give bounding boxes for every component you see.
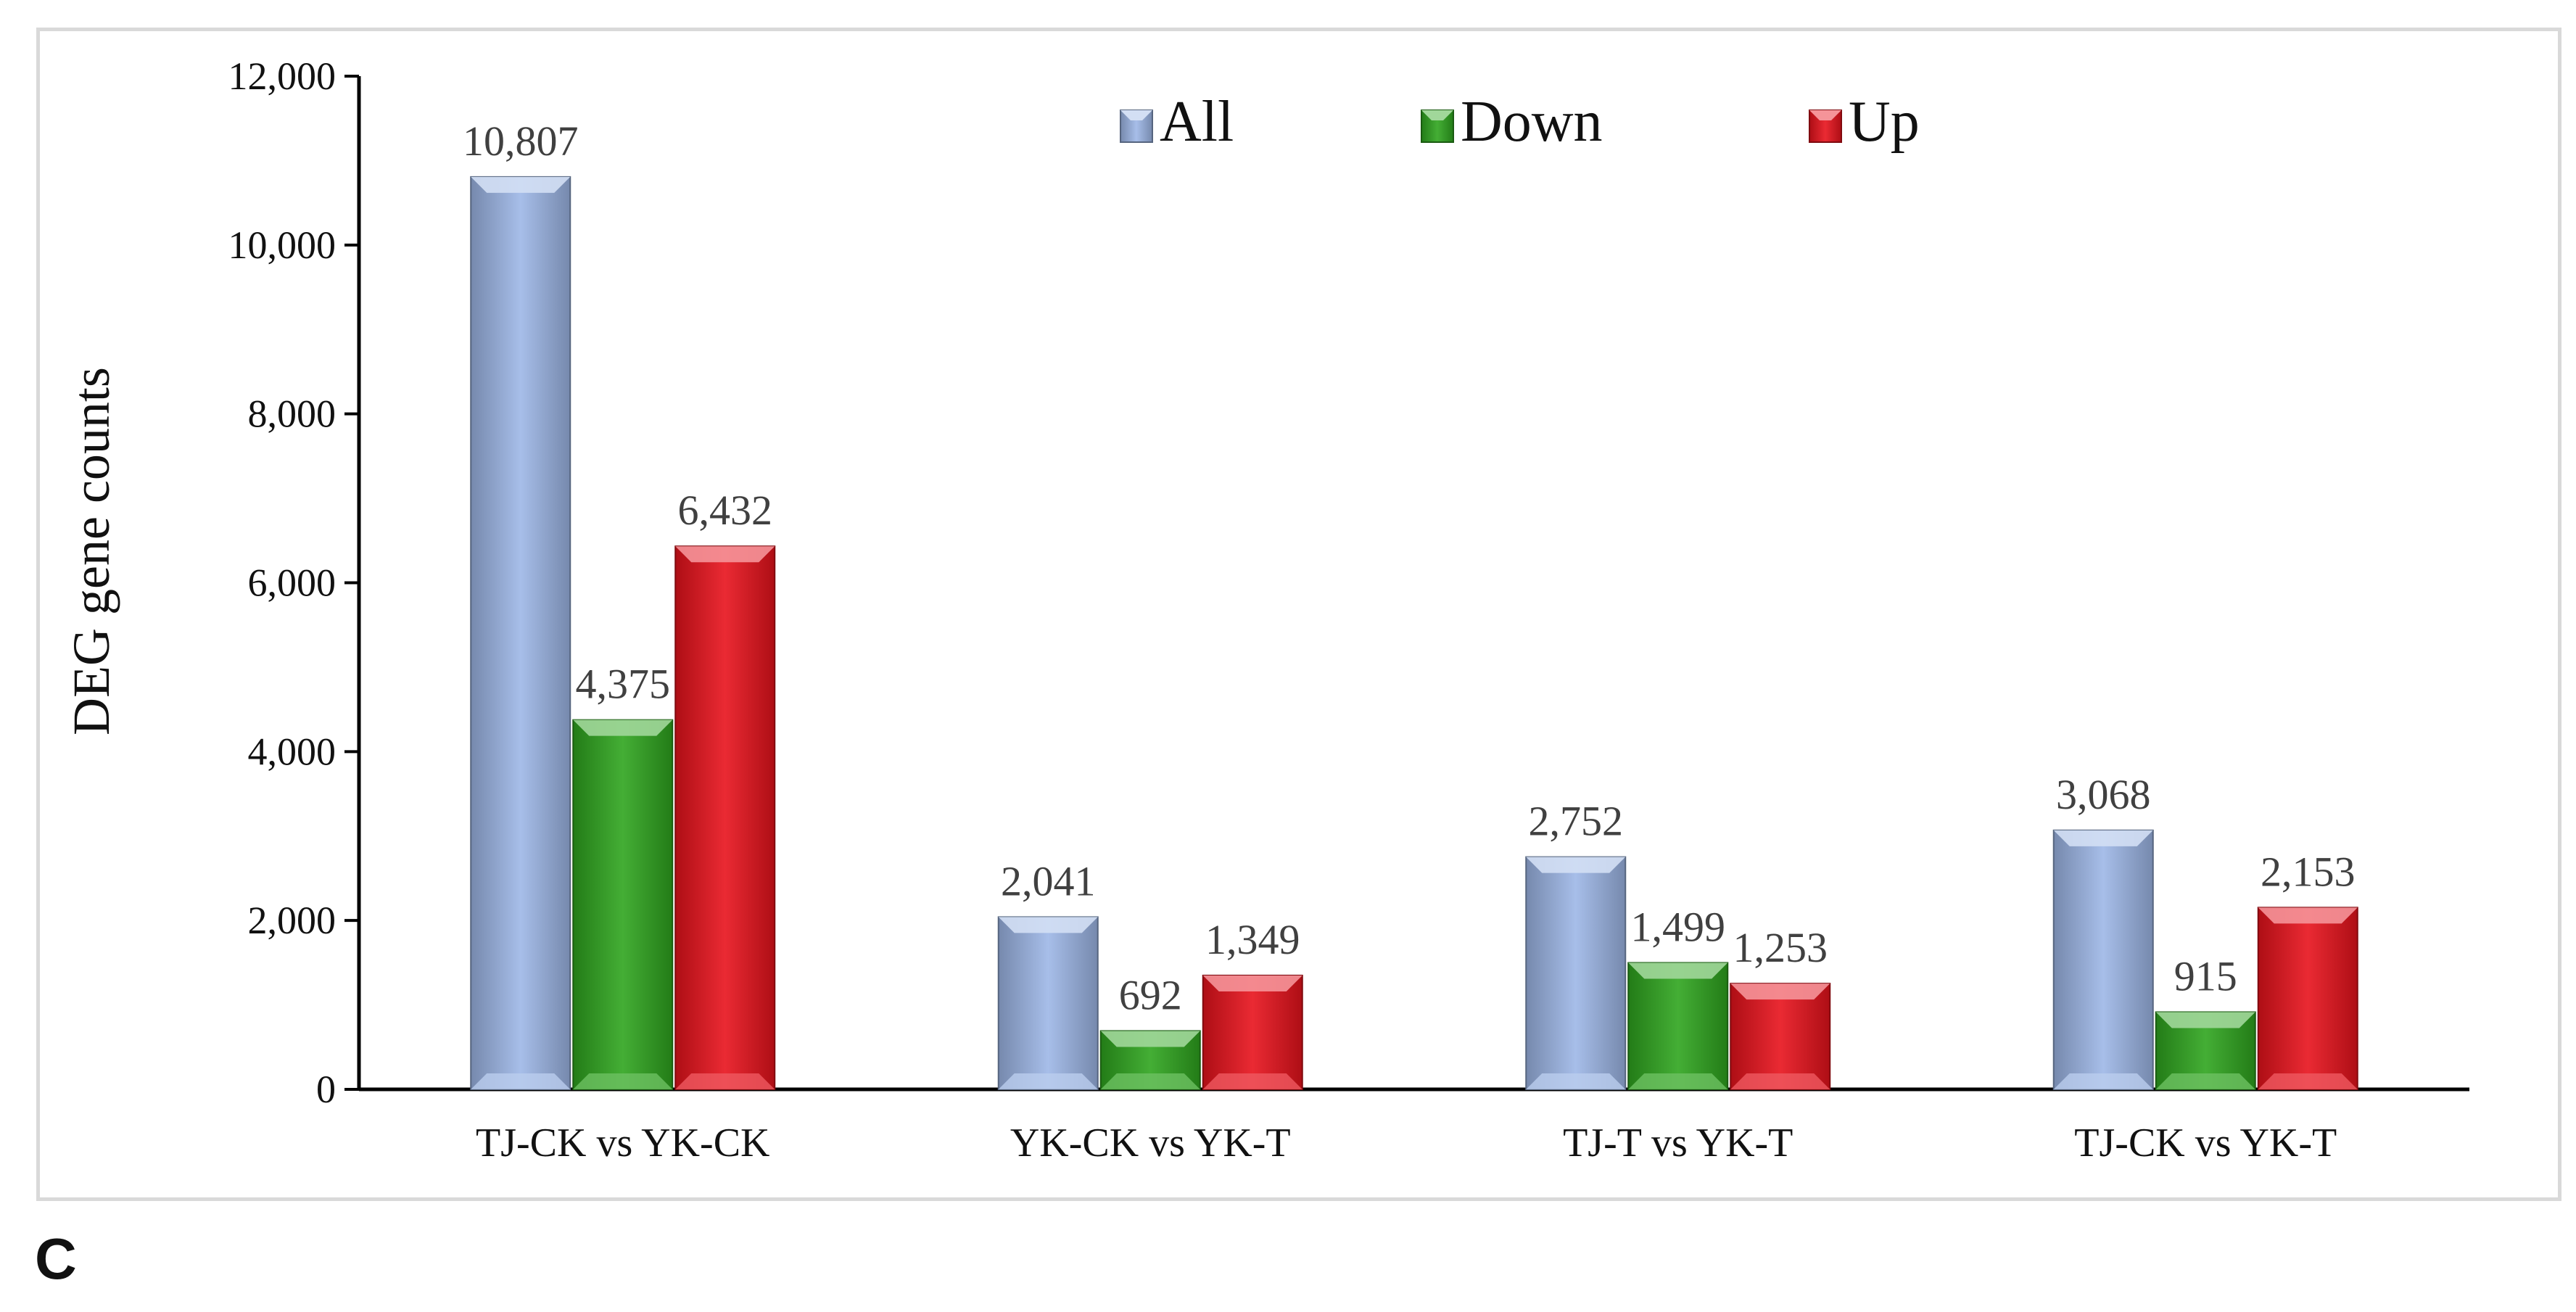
y-tick-label: 6,000 (248, 561, 337, 605)
legend-label: Up (1849, 90, 1920, 154)
y-tick-label: 4,000 (248, 730, 337, 773)
data-label: 1,253 (1733, 924, 1828, 971)
y-tick-label: 2,000 (248, 899, 337, 942)
bar-up (1202, 974, 1303, 1090)
legend: All Down Up (1120, 90, 1920, 154)
legend-item-down: Down (1421, 90, 1603, 154)
data-label: 2,752 (1529, 798, 1624, 845)
bar-up (2257, 907, 2358, 1090)
data-label: 1,349 (1205, 916, 1300, 963)
bar-up (1730, 983, 1831, 1090)
data-label: 1,499 (1631, 903, 1726, 950)
bar-down (1099, 1030, 1201, 1091)
data-label: 3,068 (2056, 771, 2151, 818)
bar-all (2052, 829, 2154, 1090)
panel-label: C (35, 1226, 77, 1291)
data-label: 915 (2174, 952, 2237, 999)
x-tick-label: TJ-T vs YK-T (1563, 1121, 1793, 1165)
legend-label: Down (1461, 90, 1603, 154)
data-label: 2,153 (2261, 848, 2356, 895)
bar-all (1525, 856, 1627, 1090)
data-label: 6,432 (678, 487, 773, 534)
legend-item-all: All (1120, 90, 1234, 154)
axes: 0 2,000 4,000 6,000 8,000 10,000 12,000 TJ-CK v… (228, 54, 2469, 1165)
y-tick-label: 12,000 (228, 54, 337, 98)
bars (470, 176, 2358, 1091)
bar-down (1627, 962, 1729, 1091)
legend-item-up: Up (1809, 90, 1920, 154)
bar-down (572, 719, 674, 1090)
chart-frame (36, 28, 2561, 1201)
legend-label: All (1160, 90, 1234, 154)
data-label: 692 (1119, 971, 1182, 1018)
bar-down (2155, 1011, 2256, 1091)
data-label: 2,041 (1001, 857, 1096, 904)
bar-all (470, 176, 571, 1090)
y-tick-label: 10,000 (228, 223, 337, 267)
y-tick-label: 0 (316, 1068, 336, 1111)
x-tick-label: YK-CK vs YK-T (1010, 1121, 1291, 1165)
x-tick-label: TJ-CK vs YK-CK (476, 1121, 769, 1165)
data-label: 10,807 (463, 117, 579, 165)
data-label: 4,375 (576, 661, 671, 708)
y-axis-label: DEG gene counts (62, 367, 120, 735)
bar-up (674, 545, 776, 1090)
bar-all (997, 916, 1099, 1090)
x-tick-label: TJ-CK vs YK-T (2074, 1121, 2337, 1165)
data-labels: 10,807 4,375 6,432 2,041 692 1,349 2,752 1,499 1… (463, 117, 2356, 1019)
y-tick-label: 8,000 (248, 392, 337, 436)
